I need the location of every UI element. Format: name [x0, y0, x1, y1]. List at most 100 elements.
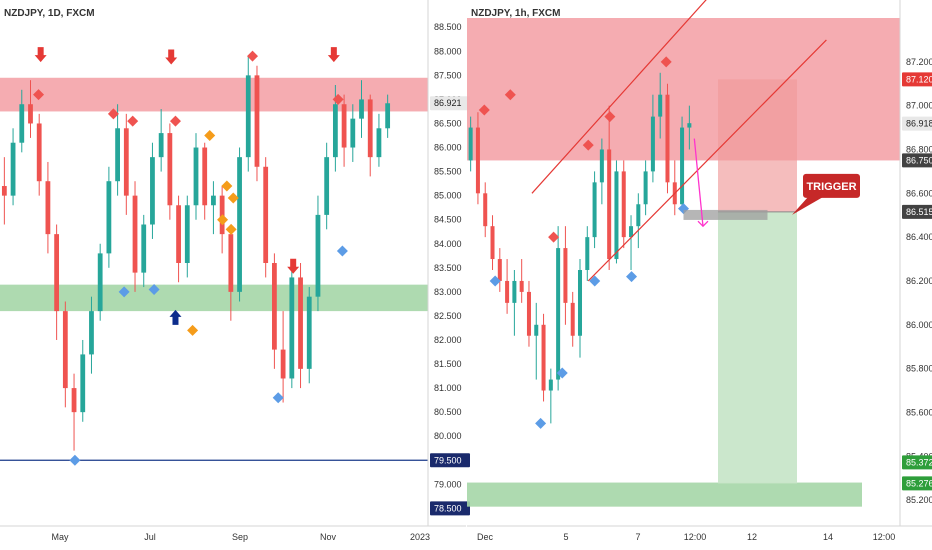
candle	[367, 94, 373, 177]
candle	[570, 291, 575, 347]
candle-body	[350, 118, 356, 148]
projection-arrowhead-icon	[697, 220, 709, 228]
candle	[658, 72, 663, 139]
candle	[19, 89, 25, 153]
channel-line	[531, 0, 707, 194]
candle	[150, 142, 155, 239]
arrow-down-icon	[327, 47, 340, 63]
resistance-zone	[0, 77, 428, 112]
candle-body	[19, 104, 25, 143]
y-tick-label: 86.500	[434, 118, 462, 128]
candle-body	[548, 379, 553, 391]
candle-body	[650, 116, 655, 172]
x-tick-label: 12:00	[873, 532, 896, 542]
candle-body	[132, 195, 138, 273]
candle-body	[184, 205, 190, 263]
candle-body	[359, 99, 364, 119]
candle	[289, 263, 295, 389]
price-tag-label: 86.750	[906, 155, 932, 165]
diamond-marker	[604, 111, 616, 123]
x-tick-label: Nov	[320, 532, 337, 542]
candle-body	[123, 128, 129, 196]
candle	[184, 195, 190, 278]
y-tick-label: 84.500	[434, 215, 462, 225]
support-zone	[467, 482, 862, 507]
candle-body	[306, 296, 312, 369]
price-tag-label: 86.921	[434, 98, 462, 108]
diamond-marker	[204, 130, 216, 141]
y-tick-label: 87.000	[906, 101, 932, 111]
y-tick-label: 85.200	[906, 495, 932, 505]
price-tag	[902, 72, 932, 87]
candle	[483, 182, 488, 238]
y-tick-label: 80.000	[434, 431, 462, 441]
price-tag	[902, 204, 932, 219]
candle	[385, 94, 391, 138]
candle	[80, 339, 86, 422]
candle	[541, 313, 546, 402]
candle-body	[570, 302, 575, 336]
diamond-marker	[489, 275, 501, 287]
candle-body	[89, 311, 94, 355]
diamond-marker	[127, 115, 139, 127]
candle-body	[237, 157, 242, 292]
candle-body	[512, 280, 517, 303]
x-tick-label: Jul	[144, 532, 156, 542]
candle	[468, 116, 473, 172]
price-tag-label: 87.120	[906, 74, 932, 84]
candle	[505, 259, 510, 314]
candle-body	[324, 157, 330, 215]
daily-chart-panel[interactable]: 79.000 79.500 80.000 80.500 81.000 81.500 82.0…	[0, 0, 470, 542]
candle-body	[577, 270, 583, 336]
support-zone	[0, 284, 428, 312]
diamond-marker	[556, 367, 568, 379]
candle	[62, 301, 68, 408]
y-tick-label: 81.000	[434, 383, 462, 393]
candle-body	[607, 149, 612, 260]
price-tag	[902, 153, 932, 168]
candle	[519, 259, 524, 303]
trigger-callout-pointer	[792, 195, 825, 215]
candle-body	[490, 226, 495, 260]
x-tick-label: Sep	[232, 532, 248, 542]
hourly-chart-panel[interactable]: TRIGGER85.20085.40085.60085.80086.00086.…	[467, 0, 932, 542]
candle	[89, 296, 94, 374]
candle	[228, 224, 234, 321]
candle-body	[167, 133, 173, 206]
candle	[280, 311, 286, 403]
y-tick-label: 82.500	[434, 311, 462, 321]
candle-body	[599, 149, 604, 183]
take-profit-zone	[718, 211, 797, 484]
candle	[141, 214, 147, 288]
candle	[643, 160, 648, 216]
arrow-down-icon	[287, 258, 300, 274]
candle-body	[687, 123, 692, 128]
diamond-marker	[217, 214, 229, 226]
candle	[28, 80, 33, 138]
candle	[272, 253, 277, 369]
candle-body	[141, 224, 147, 273]
candle-body	[592, 182, 597, 238]
arrow-up-icon	[169, 309, 182, 325]
y-tick-label: 85.600	[906, 407, 932, 417]
candle-body	[526, 291, 531, 336]
candle-body	[62, 311, 68, 389]
candle	[687, 105, 692, 150]
trigger-callout	[803, 173, 860, 198]
candle	[526, 280, 531, 347]
candle-body	[298, 277, 303, 369]
candle	[254, 65, 260, 182]
candle	[315, 195, 321, 312]
candle-body	[629, 226, 634, 238]
candle-body	[505, 280, 510, 303]
candle	[123, 113, 129, 215]
diamond-marker	[69, 454, 81, 466]
candle-body	[519, 280, 524, 292]
candle-body	[228, 234, 234, 292]
candle-body	[71, 388, 77, 413]
candle	[158, 109, 164, 172]
candle	[563, 226, 568, 325]
candle-body	[193, 147, 199, 206]
x-tick-label: Dec	[477, 532, 494, 542]
candle	[193, 133, 199, 220]
